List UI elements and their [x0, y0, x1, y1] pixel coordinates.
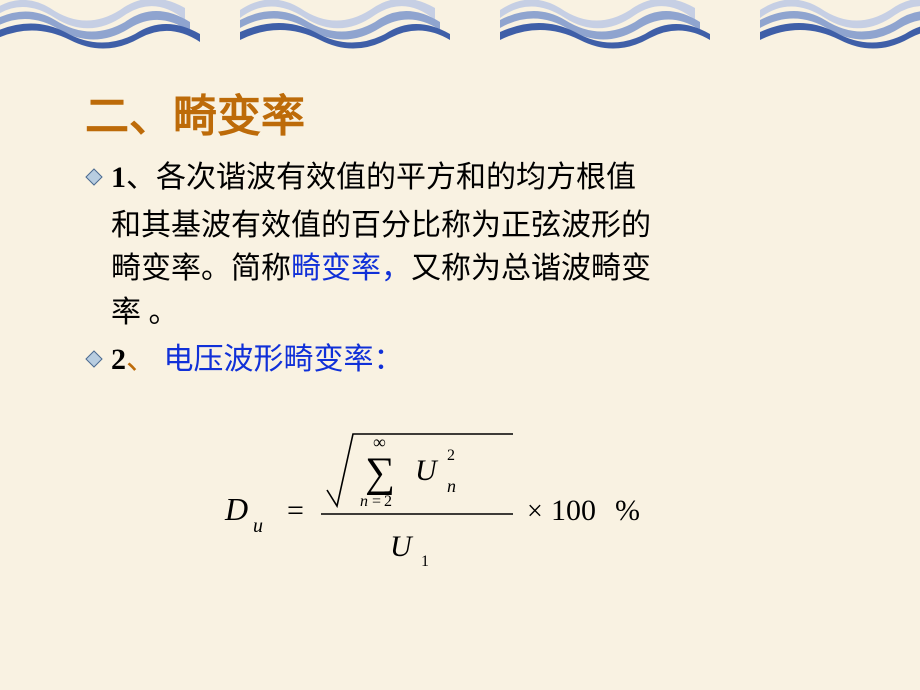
- bullet-1-sep: 、: [126, 161, 156, 194]
- formula-u-sub: u: [253, 515, 263, 537]
- bullet-1-highlight: 畸变率，: [291, 252, 411, 285]
- formula-sigma: ∑: [365, 450, 395, 496]
- distortion-formula: D u = ∑ ∞ n = 2 U 2 n U 1 × 100 %: [215, 420, 715, 590]
- bullet-2-number: 2: [111, 343, 126, 376]
- bullet-1-number: 1: [111, 161, 126, 194]
- formula-eq2: =: [372, 493, 381, 510]
- bullet-1-line4b: 。: [141, 296, 179, 329]
- formula-two: 2: [384, 493, 392, 510]
- formula-U-num: U: [415, 454, 439, 487]
- bullet-item-1: 1、各次谐波有效值的平方和的均方根值: [85, 156, 835, 200]
- bullet-1-line4: 率 。: [85, 291, 835, 335]
- diamond-bullet-icon: [85, 168, 103, 186]
- bullet-1-line1: 各次谐波有效值的平方和的均方根值: [156, 161, 636, 194]
- formula-one: 1: [421, 553, 429, 570]
- bullet-1-line4a: 率: [111, 296, 141, 329]
- bullet-1-line2: 和其基波有效值的百分比称为正弦波形的: [85, 204, 835, 248]
- decorative-border: [0, 0, 920, 55]
- slide-content: 二、畸变率 1、各次谐波有效值的平方和的均方根值 和其基波有效值的百分比称为正弦…: [85, 80, 835, 386]
- diamond-bullet-icon: [85, 350, 103, 368]
- formula-n: n: [360, 493, 368, 510]
- bullet-1-line3b: 又称为总谐波畸变: [411, 252, 651, 285]
- formula-n-sub: n: [447, 476, 456, 496]
- formula-times: ×: [527, 496, 543, 527]
- bullet-2-highlight: 电压波形畸变率：: [156, 343, 404, 376]
- formula-sq: 2: [447, 447, 455, 464]
- formula-infinity: ∞: [373, 432, 386, 452]
- formula-percent: %: [615, 494, 640, 527]
- bullet-1-text: 1、各次谐波有效值的平方和的均方根值: [111, 156, 636, 200]
- section-title: 二、畸变率: [85, 80, 835, 144]
- bullet-1-line3a: 畸变率。简称: [111, 252, 291, 285]
- formula-U-den: U: [390, 530, 414, 563]
- bullet-2-text: 2、 电压波形畸变率：: [111, 338, 404, 382]
- bullet-2-sep: 、: [126, 343, 156, 376]
- bullet-1-line3: 畸变率。简称畸变率，又称为总谐波畸变: [85, 247, 835, 291]
- formula-eq: =: [287, 494, 304, 527]
- formula-D: D: [224, 491, 248, 527]
- formula-hundred: 100: [551, 494, 596, 527]
- bullet-item-2: 2、 电压波形畸变率：: [85, 338, 835, 382]
